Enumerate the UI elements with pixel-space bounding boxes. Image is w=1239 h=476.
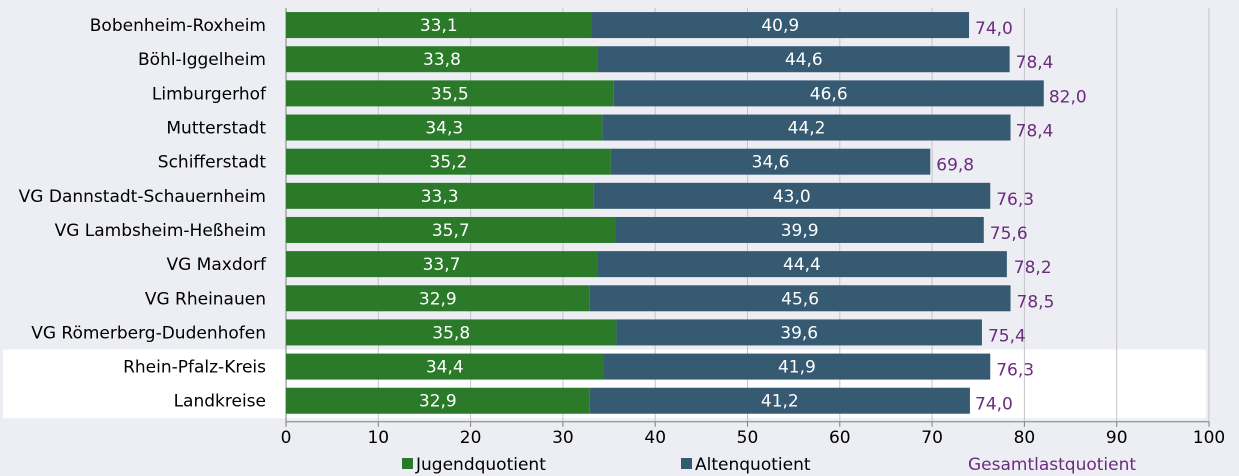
bar-label-jugendquotient: 32,9	[419, 289, 457, 309]
bar-label-altenquotient: 46,6	[810, 84, 848, 104]
total-label-gesamtlastquotient: 78,2	[1014, 258, 1052, 278]
bar-label-jugendquotient: 33,8	[423, 50, 461, 70]
x-tick-label: 30	[552, 428, 574, 448]
total-label-gesamtlastquotient: 74,0	[975, 19, 1013, 39]
legend-label-jugendquotient: Jugendquotient	[415, 455, 546, 475]
bar-altenquotient	[597, 251, 1007, 278]
bar-altenquotient	[593, 182, 991, 209]
bar-jugendquotient	[286, 285, 590, 312]
x-tick-label: 100	[1193, 428, 1225, 448]
total-label-gesamtlastquotient: 75,4	[988, 326, 1026, 346]
bar-jugendquotient	[286, 319, 617, 346]
total-label-gesamtlastquotient: 78,5	[1017, 292, 1055, 312]
bar-label-altenquotient: 41,9	[778, 358, 816, 378]
bar-label-altenquotient: 40,9	[761, 16, 799, 36]
total-label-gesamtlastquotient: 69,8	[936, 156, 974, 176]
total-label-gesamtlastquotient: 76,3	[996, 361, 1034, 381]
bar-altenquotient	[589, 387, 970, 414]
total-label-gesamtlastquotient: 76,3	[996, 190, 1034, 210]
category-label: VG Rheinauen	[145, 289, 266, 309]
x-tick-label: 50	[737, 428, 759, 448]
bar-altenquotient	[610, 148, 931, 175]
bar-jugendquotient	[286, 80, 614, 107]
bar-label-jugendquotient: 35,8	[432, 323, 470, 343]
bar-label-jugendquotient: 34,4	[426, 358, 464, 378]
bar-jugendquotient	[286, 148, 611, 175]
legend-label-altenquotient: Altenquotient	[695, 455, 811, 475]
x-tick-label: 90	[1106, 428, 1128, 448]
x-tick-label: 70	[921, 428, 943, 448]
x-tick-label: 20	[460, 428, 482, 448]
bar-jugendquotient	[286, 387, 590, 414]
bar-label-jugendquotient: 33,3	[421, 187, 459, 207]
total-label-gesamtlastquotient: 78,4	[1016, 53, 1054, 73]
legend: Jugendquotient Altenquotient Gesamtlastq…	[402, 455, 1136, 475]
bar-altenquotient	[591, 12, 970, 39]
category-label: Rhein-Pfalz-Kreis	[123, 358, 266, 378]
bar-altenquotient	[589, 285, 1011, 312]
bar-jugendquotient	[286, 353, 604, 380]
bar-label-jugendquotient: 35,7	[432, 221, 470, 241]
total-label-gesamtlastquotient: 82,0	[1049, 87, 1087, 107]
bar-label-altenquotient: 44,6	[785, 50, 823, 70]
category-label: VG Dannstadt-Schauernheim	[19, 187, 266, 207]
category-label: VG Römerberg-Dudenhofen	[31, 323, 266, 343]
bar-altenquotient	[597, 46, 1010, 73]
bar-label-altenquotient: 44,2	[788, 119, 826, 139]
bar-jugendquotient	[286, 182, 594, 209]
bar-label-jugendquotient: 33,7	[423, 255, 461, 275]
bar-altenquotient	[603, 353, 991, 380]
category-label: Schifferstadt	[158, 153, 267, 173]
legend-label-gesamtlastquotient: Gesamtlastquotient	[968, 455, 1136, 475]
bar-altenquotient	[615, 216, 984, 243]
bar-label-jugendquotient: 35,2	[430, 153, 468, 173]
x-axis: 0 10 20 30 40 50 60 70 80 90 100	[281, 421, 1225, 448]
bar-altenquotient	[616, 319, 982, 346]
category-label: VG Maxdorf	[166, 255, 267, 275]
bar-jugendquotient	[286, 12, 592, 39]
bar-label-altenquotient: 34,6	[752, 153, 790, 173]
x-tick-label: 40	[644, 428, 666, 448]
x-tick-label: 80	[1014, 428, 1036, 448]
total-label-gesamtlastquotient: 75,6	[990, 224, 1028, 244]
category-label: Böhl-Iggelheim	[138, 50, 266, 70]
gridlines	[285, 8, 1210, 422]
bar-jugendquotient	[286, 114, 603, 141]
bar-altenquotient	[613, 80, 1044, 107]
category-labels: Bobenheim-Roxheim Böhl-Iggelheim Limburger…	[19, 16, 267, 412]
legend-swatch-jugendquotient	[402, 458, 413, 469]
bar-altenquotient	[602, 114, 1011, 141]
category-label: VG Lambsheim-Heßheim	[55, 221, 266, 241]
bar-label-jugendquotient: 34,3	[425, 119, 463, 139]
bar-label-altenquotient: 44,4	[783, 255, 821, 275]
total-label-gesamtlastquotient: 74,0	[975, 395, 1013, 415]
category-label: Limburgerhof	[152, 84, 267, 104]
x-tick-label: 10	[367, 428, 389, 448]
bar-label-jugendquotient: 33,1	[420, 16, 458, 36]
category-label: Mutterstadt	[166, 119, 266, 139]
bar-label-altenquotient: 41,2	[761, 392, 799, 412]
bar-jugendquotient	[286, 251, 598, 278]
bar-label-altenquotient: 45,6	[781, 289, 819, 309]
bar-label-jugendquotient: 35,5	[431, 84, 469, 104]
bars	[286, 12, 1044, 414]
legend-swatch-altenquotient	[681, 458, 692, 469]
bar-jugendquotient	[286, 46, 598, 73]
category-label: Landkreise	[174, 392, 266, 412]
x-tick-label: 0	[281, 428, 292, 448]
bar-label-jugendquotient: 32,9	[419, 392, 457, 412]
total-label-gesamtlastquotient: 78,4	[1016, 122, 1054, 142]
x-tick-label: 60	[829, 428, 851, 448]
bar-label-altenquotient: 39,6	[780, 323, 818, 343]
bar-jugendquotient	[286, 216, 616, 243]
category-label: Bobenheim-Roxheim	[90, 16, 266, 36]
bar-value-labels: 33,1 40,9 74,0 33,8 44,6 78,4 35,5 46,6 82,0 34,3…	[419, 16, 1087, 415]
bar-label-altenquotient: 39,9	[781, 221, 819, 241]
bar-label-altenquotient: 43,0	[773, 187, 811, 207]
